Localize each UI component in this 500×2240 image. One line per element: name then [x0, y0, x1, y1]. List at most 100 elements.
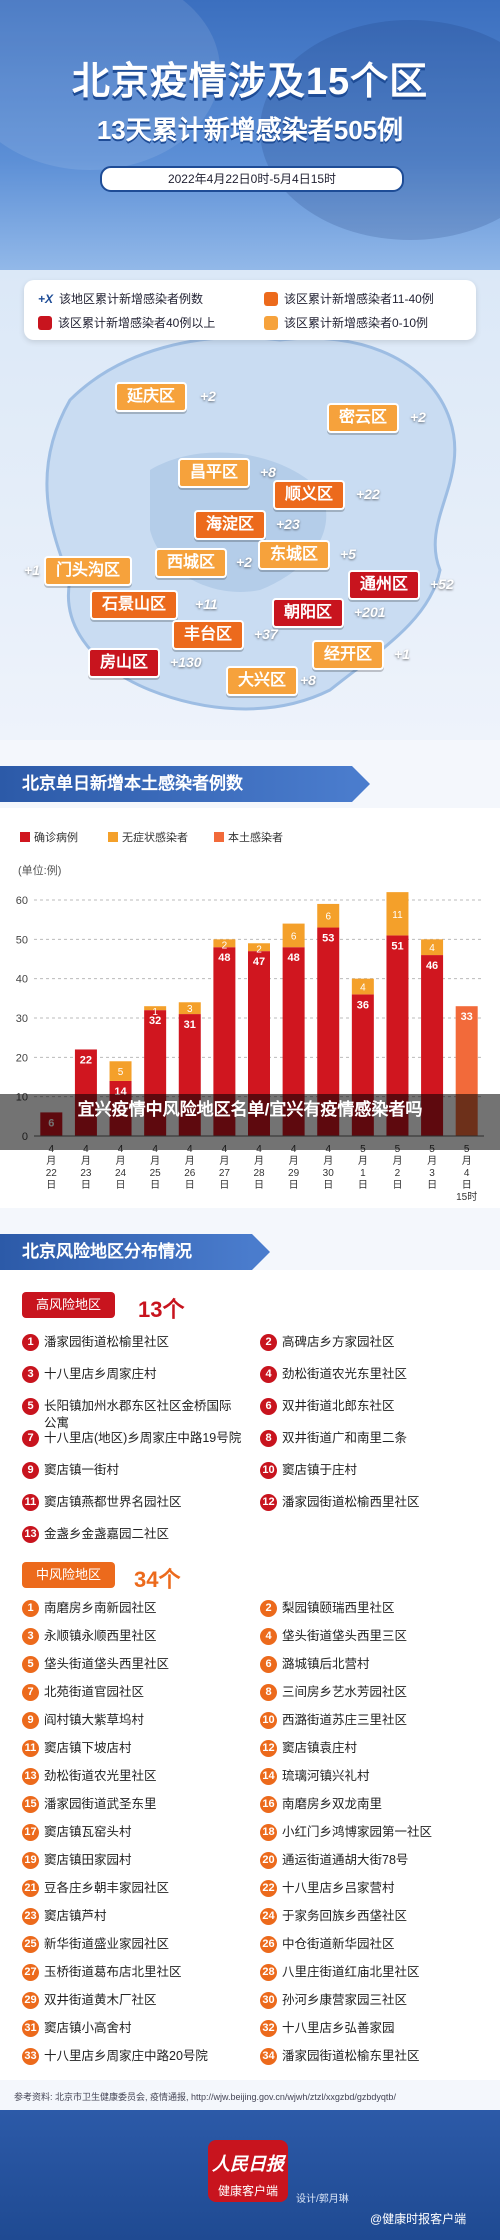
- list-item: 12 潘家园街道松榆西里社区: [260, 1494, 480, 1511]
- y-tick-label: 60: [16, 895, 28, 907]
- list-item-label: 潘家园街道松榆里社区: [44, 1335, 170, 1349]
- list-item: 7 北苑街道官园社区: [22, 1684, 242, 1701]
- data-label-confirmed: 48: [218, 952, 230, 964]
- list-item-label: 窦店镇芦村: [44, 1909, 107, 1923]
- list-item: 31 窦店镇小高舍村: [22, 2020, 242, 2037]
- x-tick-label: 24: [115, 1168, 127, 1179]
- data-label-confirmed: 36: [357, 999, 369, 1011]
- x-tick-label: 日: [289, 1180, 299, 1191]
- district-daxing-count: +8: [300, 672, 316, 688]
- district-haidian: 海淀区: [194, 510, 267, 540]
- x-tick-label: 26: [184, 1168, 196, 1179]
- risk-section-banner: 北京风险地区分布情况: [0, 1234, 270, 1270]
- list-item-label: 双井街道广和南里二条: [282, 1431, 408, 1445]
- bar-asymptomatic: [386, 892, 409, 936]
- list-item-label: 阎村镇大紫草坞村: [44, 1713, 145, 1727]
- list-number-badge: 11: [22, 1494, 39, 1511]
- district-mentougou-count: +1: [24, 562, 40, 578]
- list-item: 8 三间房乡艺水芳园社区: [260, 1684, 480, 1701]
- designer-credit: 设计/郭月琳: [296, 2194, 349, 2205]
- bar-asymptomatic: [213, 939, 236, 948]
- list-number-badge: 31: [22, 2020, 39, 2037]
- page-subtitle: 13天累计新增感染者505例: [96, 115, 404, 145]
- y-tick-label: 50: [16, 934, 28, 946]
- list-item: 10 西潞街道苏庄三里社区: [260, 1712, 480, 1729]
- bar-asymptomatic: [421, 939, 444, 956]
- bar-asymptomatic: [109, 1061, 132, 1081]
- x-tick-label: 日: [254, 1180, 264, 1191]
- data-label-asymptomatic: 1: [152, 1007, 158, 1018]
- district-dongcheng: 东城区: [258, 540, 331, 570]
- list-item: 1 南磨房乡南新园社区: [22, 1600, 242, 1617]
- list-item-label: 窦店镇于庄村: [282, 1463, 358, 1477]
- x-tick-label: 30: [323, 1168, 335, 1179]
- bar-confirmed: [213, 947, 236, 1136]
- list-item-label: 潘家园街道武圣东里: [44, 1797, 157, 1811]
- list-item-label: 于家务回族乡西垡社区: [282, 1909, 408, 1923]
- list-number-badge: 18: [260, 1824, 277, 1841]
- list-number-badge: 4: [260, 1628, 277, 1645]
- list-item: 2 高碑店乡方家园社区: [260, 1334, 480, 1351]
- list-number-badge: 8: [260, 1684, 277, 1701]
- x-tick-label: 23: [80, 1168, 92, 1179]
- legend-label: 无症状感染者: [122, 830, 188, 844]
- list-number-badge: 10: [260, 1712, 277, 1729]
- logo-badge: 人民日报 健康客户端: [208, 2140, 288, 2202]
- list-item-label: 潘家园街道松榆西里社区: [282, 1495, 420, 1509]
- list-item: 27 玉桥街道葛布店北里社区: [22, 1964, 242, 1981]
- list-number-badge: 3: [22, 1628, 39, 1645]
- list-item: 16 南磨房乡双龙南里: [260, 1796, 480, 1813]
- bar-asymptomatic: [178, 1002, 201, 1015]
- list-number-badge: 29: [22, 1992, 39, 2009]
- x-tick-label: 29: [288, 1168, 300, 1179]
- list-item: 20 通运街道通胡大街78号: [260, 1852, 480, 1869]
- x-tick-label: 月: [323, 1155, 333, 1167]
- district-haidian-count: +23: [276, 516, 300, 532]
- data-label-confirmed: 48: [287, 952, 299, 964]
- mid-risk-tag: 中风险地区: [22, 1562, 116, 1588]
- x-tick-label: 日: [150, 1180, 160, 1191]
- district-mentougou: 门头沟区: [44, 556, 133, 586]
- list-item: 12 窦店镇袁庄村: [260, 1740, 480, 1757]
- district-shunyi: 顺义区: [273, 480, 346, 510]
- district-xicheng: 西城区: [155, 548, 228, 578]
- swatch-icon: [264, 315, 278, 330]
- list-item-label: 孙河乡康营家园三社区: [282, 1993, 408, 2007]
- data-label-confirmed: 53: [322, 933, 334, 945]
- list-item-label: 西潞街道苏庄三里社区: [282, 1713, 408, 1727]
- list-item-label: 十八里店乡周家庄村: [44, 1367, 157, 1381]
- list-item: 9 阎村镇大紫草坞村: [22, 1712, 242, 1729]
- list-item-label: 琉璃河镇兴礼村: [282, 1769, 370, 1783]
- x-tick-label: 日: [81, 1180, 91, 1191]
- list-number-badge: 16: [260, 1796, 277, 1813]
- list-item-label: 窦店镇瓦窑头村: [44, 1825, 132, 1839]
- list-item: 22 十八里店乡吕家营村: [260, 1880, 480, 1897]
- list-item-label: 十八里店(地区)乡周家庄中路19号院: [44, 1431, 242, 1445]
- x-tick-label: 日: [392, 1180, 402, 1191]
- list-item: 17 窦店镇瓦窑头村: [22, 1824, 242, 1841]
- list-item-label: 潞城镇后北营村: [282, 1657, 370, 1671]
- x-tick-label: 日: [427, 1180, 437, 1191]
- list-item: 3 十八里店乡周家庄村: [22, 1366, 242, 1383]
- list-number-badge: 20: [260, 1852, 277, 1869]
- x-tick-label: 4: [464, 1168, 470, 1179]
- bar-asymptomatic: [248, 943, 270, 952]
- bar-asymptomatic: [282, 923, 305, 948]
- list-item: 6 潞城镇后北营村: [260, 1656, 480, 1673]
- list-item: 4 劲松街道农光东里社区: [260, 1366, 480, 1383]
- district-shijingshan-count: +11: [195, 596, 218, 612]
- data-label-asymptomatic: 2: [256, 944, 262, 955]
- data-label-asymptomatic: 3: [187, 1004, 193, 1015]
- plus-x-icon: +X: [38, 291, 54, 306]
- y-tick-label: 30: [16, 1013, 28, 1025]
- list-item-label: 中仓街道新华园社区: [282, 1937, 395, 1951]
- list-item: 9 窦店镇一街村: [22, 1462, 242, 1479]
- list-number-badge: 19: [22, 1852, 39, 1869]
- list-item-label: 潘家园街道松榆东里社区: [282, 2049, 420, 2063]
- list-item: 10 窦店镇于庄村: [260, 1462, 480, 1479]
- district-miyun-count: +2: [410, 409, 426, 425]
- list-item: 19 窦店镇田家园村: [22, 1852, 242, 1869]
- y-axis-unit: (单位:例): [18, 863, 61, 877]
- list-item: 23 窦店镇芦村: [22, 1908, 242, 1925]
- list-number-badge: 14: [260, 1768, 277, 1785]
